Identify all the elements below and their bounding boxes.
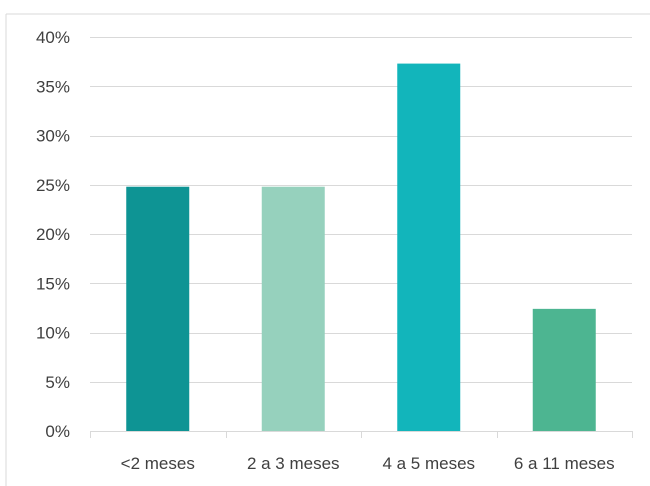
bars: [126, 63, 596, 431]
y-tick-label: 35%: [36, 77, 70, 96]
y-axis-ticks: 0% 5% 10% 15% 20% 25% 30% 35% 40%: [36, 28, 70, 441]
y-tick-label: 5%: [45, 373, 70, 392]
x-axis-ticks: <2 meses 2 a 3 meses 4 a 5 meses 6 a 11 mes…: [121, 454, 615, 473]
x-tick-label: 4 a 5 meses: [382, 454, 475, 473]
y-tick-label: 25%: [36, 176, 70, 195]
bar: [261, 186, 325, 431]
x-tick-label: 6 a 11 meses: [514, 454, 615, 473]
y-tick-label: 30%: [36, 127, 70, 146]
x-tick-label: 2 a 3 meses: [247, 454, 340, 473]
y-tick-label: 20%: [36, 225, 70, 244]
y-tick-label: 10%: [36, 324, 70, 343]
bar: [397, 63, 461, 431]
y-tick-label: 0%: [45, 422, 70, 441]
bar: [126, 186, 190, 431]
y-tick-label: 15%: [36, 274, 70, 293]
bar: [532, 308, 596, 431]
y-tick-label: 40%: [36, 28, 70, 47]
x-tick-label: <2 meses: [121, 454, 195, 473]
